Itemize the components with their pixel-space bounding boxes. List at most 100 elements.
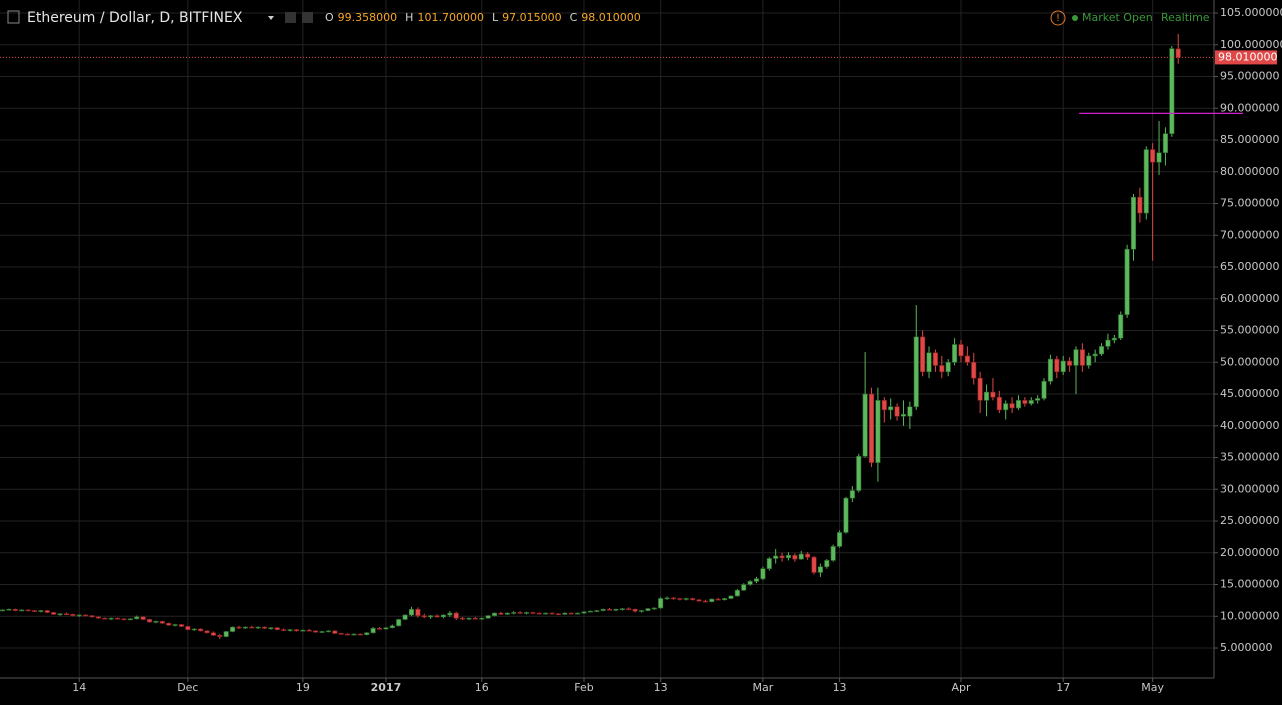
candle-body bbox=[51, 612, 57, 615]
symbol-menu[interactable] bbox=[268, 16, 274, 20]
candle-body bbox=[76, 614, 82, 617]
settings-icon[interactable] bbox=[302, 12, 313, 23]
candle-body bbox=[920, 336, 926, 373]
ohlc-readout: O 99.358000 H 101.700000 L 97.015000 C 98.01000… bbox=[325, 11, 641, 24]
y-tick-label: 75.000000 bbox=[1220, 197, 1280, 210]
candle-body bbox=[415, 608, 421, 616]
candle-body bbox=[607, 608, 613, 611]
candle-body bbox=[562, 612, 568, 615]
candle-body bbox=[293, 629, 300, 632]
candle-body bbox=[249, 626, 255, 629]
symbol-title[interactable]: Ethereum / Dollar, D, BITFINEX bbox=[27, 10, 243, 26]
ohlc-value: 101.700000 bbox=[417, 11, 483, 24]
y-tick-label: 40.000000 bbox=[1220, 419, 1280, 432]
candle-body bbox=[236, 626, 242, 629]
candle-body bbox=[1054, 358, 1060, 373]
candle-body bbox=[837, 532, 843, 547]
last-price-tag bbox=[1215, 50, 1277, 65]
candle-body bbox=[543, 612, 549, 615]
candle-body bbox=[210, 632, 216, 636]
candle-body bbox=[351, 633, 357, 636]
candle-body bbox=[555, 613, 561, 616]
candle-body bbox=[1105, 339, 1111, 347]
candle-body bbox=[1169, 48, 1175, 134]
candle-body bbox=[1067, 360, 1073, 366]
candle-body bbox=[530, 612, 536, 614]
candle-body bbox=[766, 558, 772, 569]
collapse-icon[interactable] bbox=[7, 10, 20, 24]
candle-body bbox=[575, 612, 581, 615]
candle-body bbox=[990, 391, 996, 398]
candle-body bbox=[472, 617, 478, 620]
candle-body bbox=[1162, 133, 1168, 154]
candle-body bbox=[1086, 355, 1092, 366]
candle-body bbox=[753, 578, 760, 582]
candle-body bbox=[89, 615, 95, 618]
candle-body bbox=[983, 391, 990, 401]
x-tick-label: Mar bbox=[753, 681, 774, 694]
y-tick-label: 10.000000 bbox=[1220, 609, 1280, 622]
candle-body bbox=[102, 617, 108, 620]
candle-body bbox=[900, 414, 907, 417]
candle-body bbox=[907, 406, 913, 417]
candle-body bbox=[1047, 358, 1053, 382]
candle-body bbox=[306, 629, 312, 632]
hide-icon[interactable] bbox=[285, 12, 296, 23]
candle-body bbox=[830, 546, 836, 561]
candle-body bbox=[549, 612, 555, 615]
candle-body bbox=[1099, 346, 1105, 355]
y-tick-label: 25.000000 bbox=[1220, 514, 1280, 527]
candle-body bbox=[1009, 403, 1015, 409]
candle-body bbox=[172, 624, 178, 626]
candle-body bbox=[198, 628, 204, 632]
candle-body bbox=[881, 400, 887, 411]
candle-body bbox=[587, 610, 593, 613]
candle-body bbox=[1150, 149, 1156, 163]
candle-body bbox=[504, 612, 510, 615]
candle-body bbox=[683, 598, 689, 600]
x-tick-label: 14 bbox=[72, 681, 86, 694]
last-price-label: 98.010000 bbox=[1218, 50, 1278, 63]
candle-body bbox=[709, 598, 715, 602]
candle-body bbox=[498, 612, 504, 615]
candle-body bbox=[376, 628, 383, 630]
y-tick-label: 95.000000 bbox=[1220, 70, 1280, 83]
candle-body bbox=[798, 553, 804, 560]
candle-body bbox=[977, 377, 983, 401]
candle-body bbox=[964, 355, 970, 363]
candle-body bbox=[760, 568, 766, 580]
y-tick-label: 105.000000 bbox=[1220, 6, 1282, 19]
candle-body bbox=[146, 619, 153, 623]
y-tick-label: 15.000000 bbox=[1220, 578, 1280, 591]
candle-body bbox=[191, 628, 197, 631]
candle-body bbox=[364, 632, 370, 635]
candle-body bbox=[217, 635, 223, 637]
candle-body bbox=[952, 344, 958, 363]
candle-body bbox=[1079, 349, 1085, 366]
candle-body bbox=[408, 608, 415, 616]
candle-body bbox=[939, 365, 945, 373]
candle-body bbox=[1041, 381, 1047, 399]
candle-body bbox=[338, 633, 344, 635]
candle-body bbox=[332, 630, 338, 634]
candle-body bbox=[274, 627, 280, 630]
y-tick-label: 30.000000 bbox=[1220, 482, 1280, 495]
candle-body bbox=[108, 617, 114, 620]
candle-body bbox=[389, 625, 395, 629]
candle-body bbox=[651, 607, 657, 610]
candle-body bbox=[715, 598, 721, 601]
candle-body bbox=[581, 611, 587, 614]
candle-body bbox=[658, 598, 664, 609]
alert-icon[interactable] bbox=[1050, 10, 1066, 26]
candle-body bbox=[523, 612, 530, 614]
candle-body bbox=[741, 584, 747, 591]
candle-body bbox=[325, 630, 331, 633]
candle-body bbox=[83, 614, 89, 617]
candle-body bbox=[396, 619, 402, 627]
ohlc-key: H bbox=[405, 11, 413, 24]
candle-body bbox=[268, 627, 274, 630]
alert-mark: ! bbox=[1056, 13, 1060, 24]
candle-body bbox=[600, 608, 606, 611]
